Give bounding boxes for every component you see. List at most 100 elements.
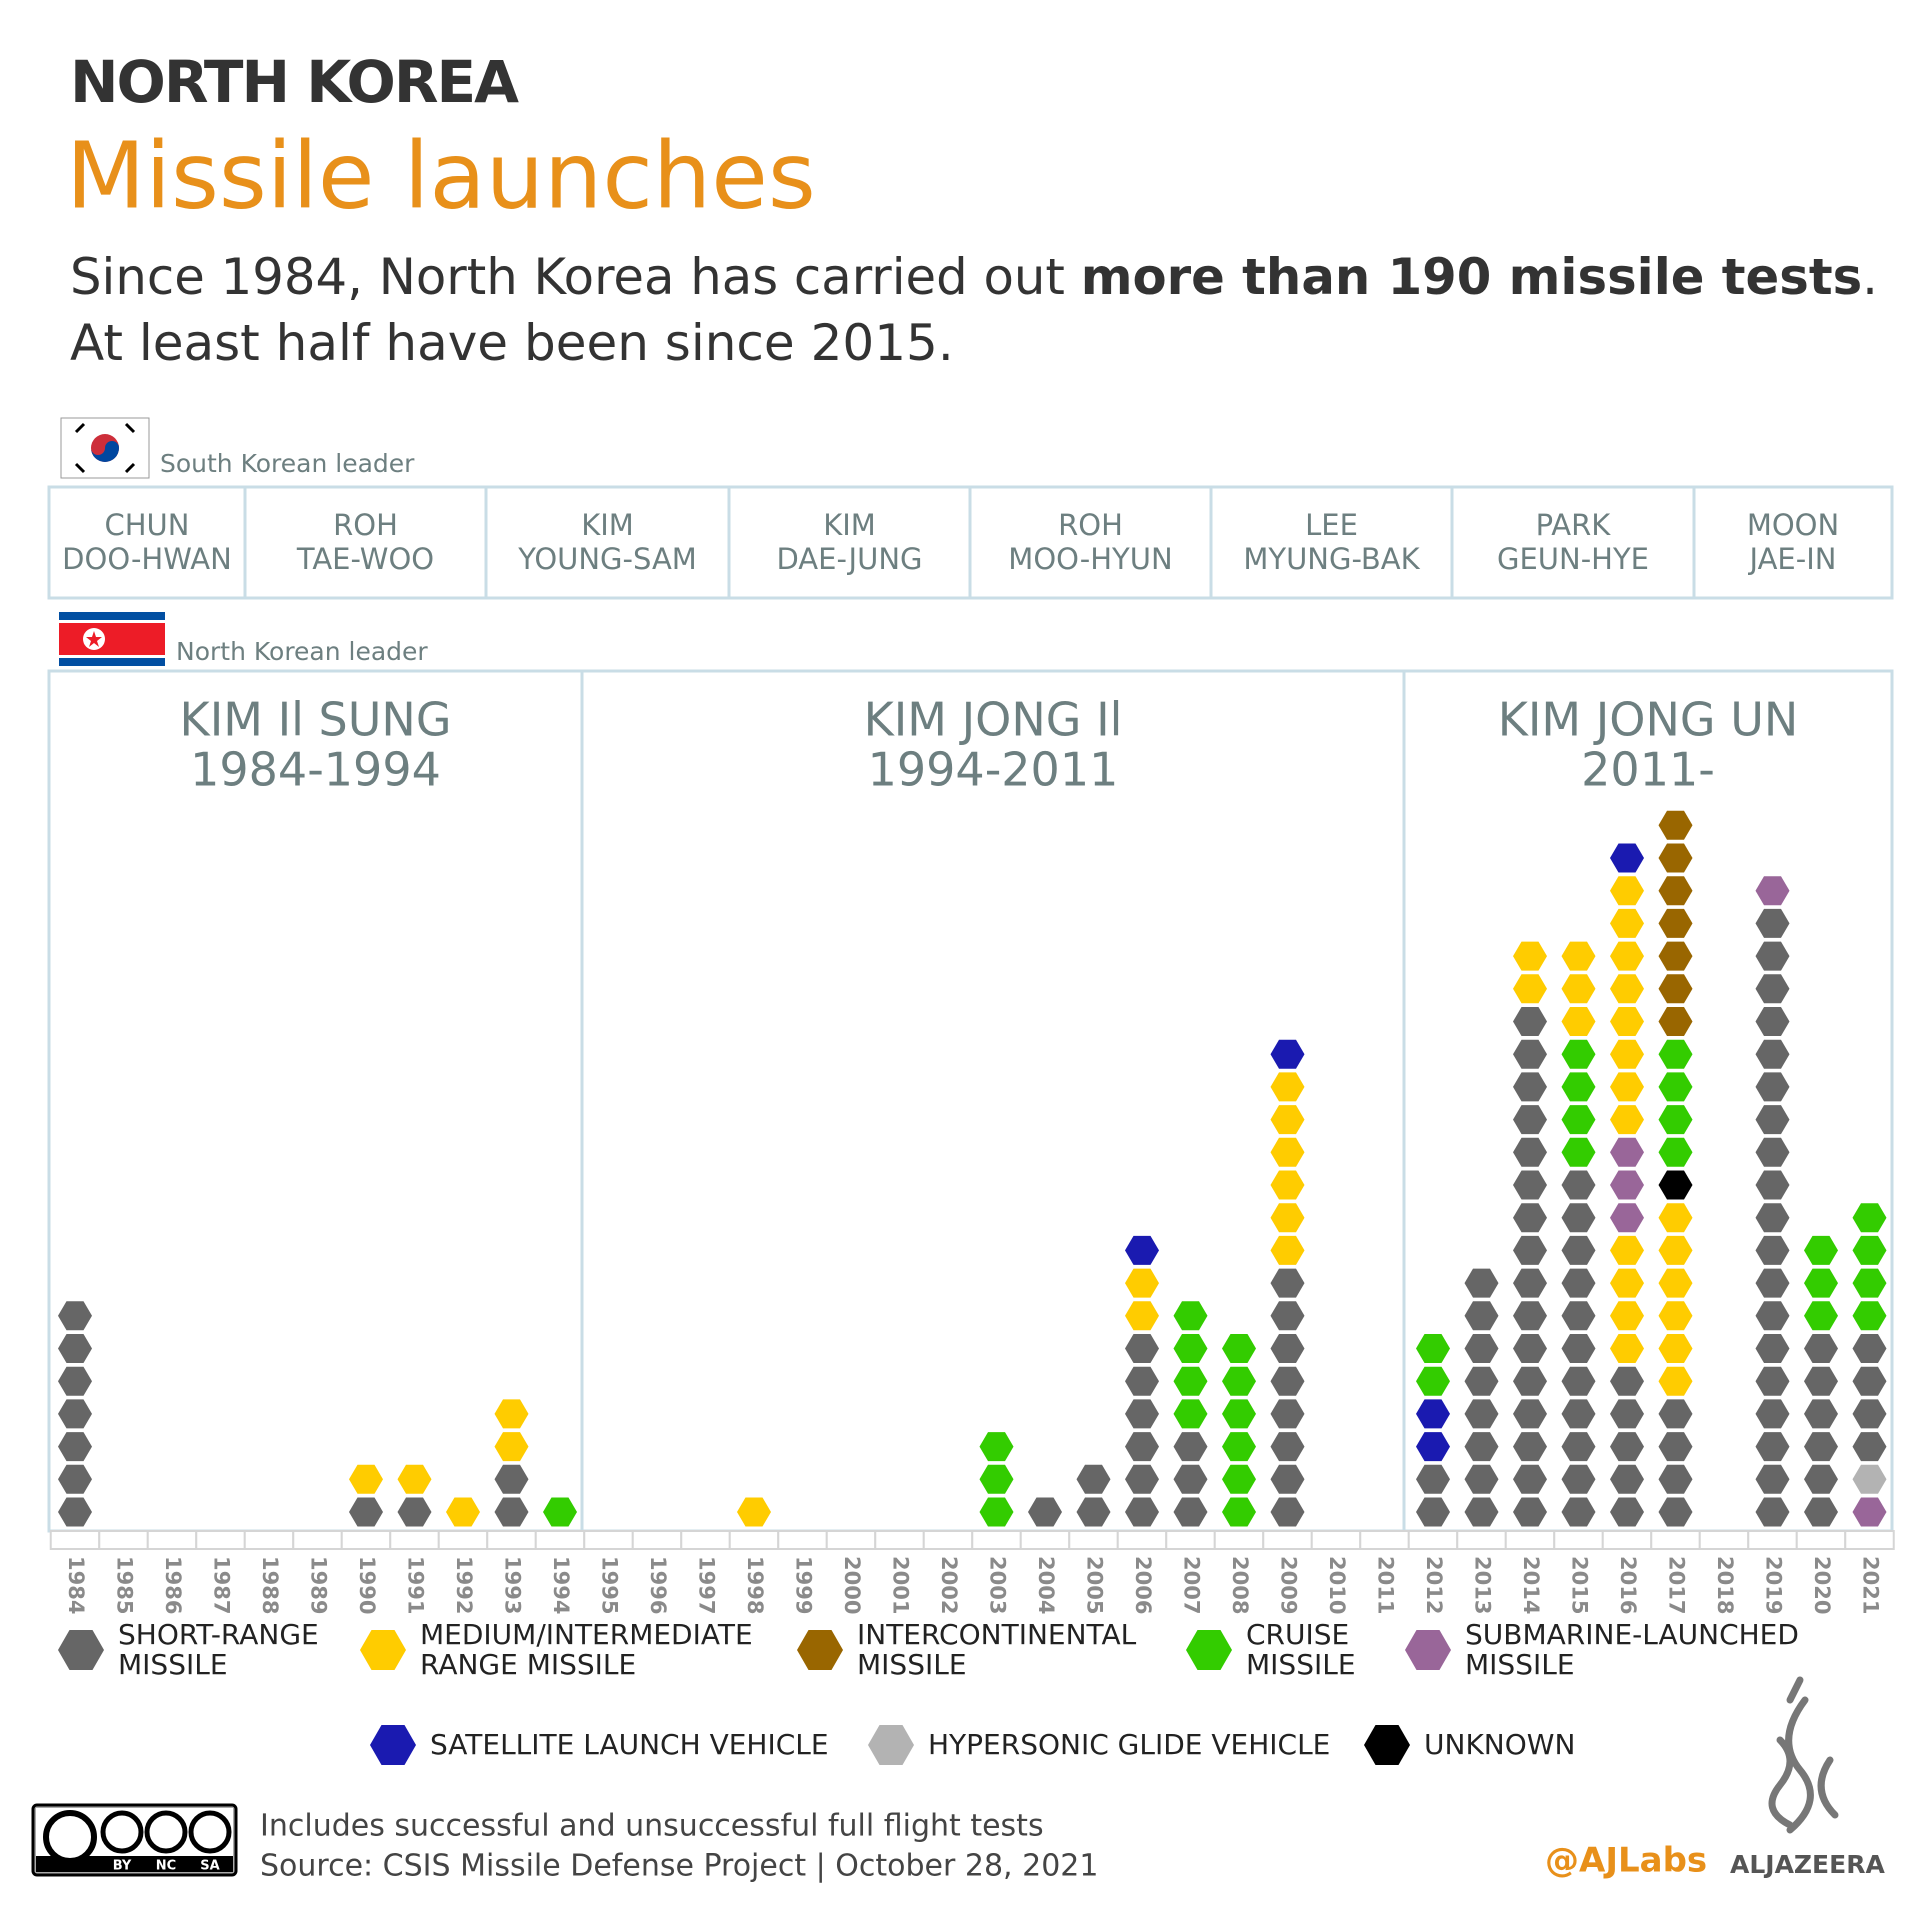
north-leader-name: KIM JONG UN bbox=[1498, 693, 1799, 747]
missile-hexagon bbox=[1658, 1137, 1693, 1167]
x-tick-label: 1996 bbox=[646, 1556, 670, 1614]
legend-swatch bbox=[1364, 1725, 1410, 1765]
missile-hexagon bbox=[1222, 1464, 1256, 1494]
missile-hexagon bbox=[1464, 1464, 1499, 1494]
missile-hexagon bbox=[58, 1334, 92, 1363]
missile-hexagon bbox=[1270, 1235, 1305, 1265]
missile-hexagon bbox=[1755, 1399, 1790, 1429]
missile-hexagon bbox=[1561, 1432, 1596, 1462]
missile-hexagon bbox=[1561, 1268, 1596, 1298]
x-tick-label: 1989 bbox=[307, 1556, 331, 1614]
year-cell bbox=[1359, 1530, 1410, 1550]
missile-hexagon bbox=[1125, 1432, 1159, 1462]
missile-hexagon bbox=[1076, 1497, 1111, 1527]
legend-label: INTERCONTINENTAL MISSILE bbox=[857, 1618, 1137, 1681]
missile-hexagon bbox=[1658, 1203, 1693, 1233]
missile-hexagon bbox=[1270, 1170, 1305, 1200]
missile-hexagon bbox=[737, 1497, 771, 1527]
missile-hexagon bbox=[1755, 1105, 1790, 1135]
south-leader-name: ROH bbox=[333, 508, 398, 542]
x-tick-label: 2017 bbox=[1665, 1556, 1689, 1614]
missile-hexagon bbox=[1755, 1268, 1790, 1298]
missile-hexagon bbox=[1416, 1334, 1450, 1363]
missile-hexagon bbox=[1658, 876, 1693, 906]
missile-hexagon bbox=[1804, 1268, 1838, 1298]
year-cell bbox=[1504, 1530, 1556, 1550]
legend-item: SHORT-RANGE MISSILE bbox=[58, 1620, 348, 1680]
x-tick-label: 2012 bbox=[1422, 1556, 1446, 1614]
year-cell bbox=[243, 1530, 295, 1550]
missile-hexagon bbox=[1513, 1334, 1547, 1363]
year-cell bbox=[389, 1530, 440, 1550]
missile-hexagon bbox=[1610, 1464, 1644, 1494]
missile-hexagon bbox=[1610, 1432, 1644, 1462]
missile-hexagon bbox=[1270, 1105, 1305, 1135]
year-cell bbox=[971, 1530, 1022, 1550]
missile-hexagon bbox=[1804, 1432, 1838, 1462]
missile-hexagon bbox=[1173, 1464, 1208, 1494]
missile-hexagon bbox=[1610, 843, 1644, 873]
brand: ALJAZEERA bbox=[1730, 1850, 1885, 1879]
missile-hexagon bbox=[1658, 1268, 1693, 1298]
year-cell bbox=[1262, 1530, 1313, 1550]
missile-hexagon bbox=[1513, 1399, 1547, 1429]
missile-hexagon bbox=[1658, 843, 1693, 873]
missile-hexagon bbox=[1852, 1235, 1887, 1265]
legend-label: CRUISE MISSILE bbox=[1246, 1618, 1356, 1681]
missile-hexagon bbox=[1513, 1268, 1547, 1298]
missile-hexagon bbox=[1270, 1072, 1305, 1102]
missile-hexagon bbox=[1852, 1464, 1887, 1494]
legend-item: INTERCONTINENTAL MISSILE bbox=[797, 1620, 1157, 1680]
missile-hexagon bbox=[1125, 1334, 1159, 1363]
legend-swatch bbox=[868, 1725, 914, 1765]
x-tick-label: 1991 bbox=[404, 1556, 428, 1614]
subtitle: At least half have been since 2015. bbox=[70, 314, 954, 372]
x-tick-label: 2019 bbox=[1762, 1556, 1786, 1614]
year-cell bbox=[1068, 1530, 1119, 1550]
missile-hexagon bbox=[1610, 1301, 1644, 1331]
south-leader-name: JAE-IN bbox=[1748, 542, 1837, 576]
missile-hexagon bbox=[1125, 1301, 1159, 1331]
year-cell bbox=[292, 1530, 343, 1550]
missile-hexagon bbox=[1513, 1301, 1547, 1331]
legend-swatch bbox=[1186, 1630, 1232, 1670]
handle: @AJLabs bbox=[1545, 1841, 1707, 1881]
x-tick-label: 2021 bbox=[1859, 1556, 1883, 1614]
license-label: SA bbox=[200, 1859, 219, 1874]
missile-hexagon bbox=[1755, 1039, 1790, 1069]
missile-hexagon bbox=[1658, 1235, 1693, 1265]
year-cell bbox=[1019, 1530, 1071, 1550]
missile-hexagon bbox=[1513, 941, 1547, 971]
x-tick-label: 2008 bbox=[1228, 1556, 1252, 1614]
year-cell bbox=[1213, 1530, 1265, 1550]
missile-hexagon bbox=[1658, 908, 1693, 938]
x-tick-label: 1997 bbox=[695, 1556, 719, 1614]
missile-hexagon bbox=[1852, 1334, 1887, 1363]
missile-hexagon bbox=[1270, 1301, 1305, 1331]
missile-hexagon bbox=[1464, 1334, 1499, 1363]
x-tick-label: 2016 bbox=[1616, 1556, 1640, 1614]
missile-hexagon bbox=[1610, 1105, 1644, 1135]
missile-hexagon bbox=[1222, 1497, 1256, 1527]
year-cell bbox=[1844, 1530, 1895, 1550]
x-tick-label: 2001 bbox=[889, 1556, 913, 1614]
missile-hexagon bbox=[494, 1497, 529, 1527]
missile-hexagon bbox=[1804, 1497, 1838, 1527]
south-leader-name: DOO-HWAN bbox=[62, 542, 232, 576]
missile-hexagon bbox=[1755, 1203, 1790, 1233]
legend-swatch bbox=[360, 1630, 406, 1670]
missile-hexagon bbox=[1561, 1007, 1596, 1036]
south-leader-name: ROH bbox=[1058, 508, 1123, 542]
missile-hexagon bbox=[1658, 1170, 1693, 1200]
missile-hexagon bbox=[1561, 1235, 1596, 1265]
missile-hexagon bbox=[1610, 1399, 1644, 1429]
missile-hexagon bbox=[1610, 1072, 1644, 1102]
missile-hexagon bbox=[1610, 1268, 1644, 1298]
north-leader-name: 1984-1994 bbox=[190, 743, 441, 797]
missile-hexagon bbox=[1222, 1366, 1256, 1396]
missile-hexagon bbox=[1513, 1137, 1547, 1167]
south-leader-name: YOUNG-SAM bbox=[517, 542, 697, 576]
missile-hexagon bbox=[1755, 941, 1790, 971]
missile-hexagon bbox=[1464, 1432, 1499, 1462]
title: Missile launches bbox=[66, 122, 816, 229]
